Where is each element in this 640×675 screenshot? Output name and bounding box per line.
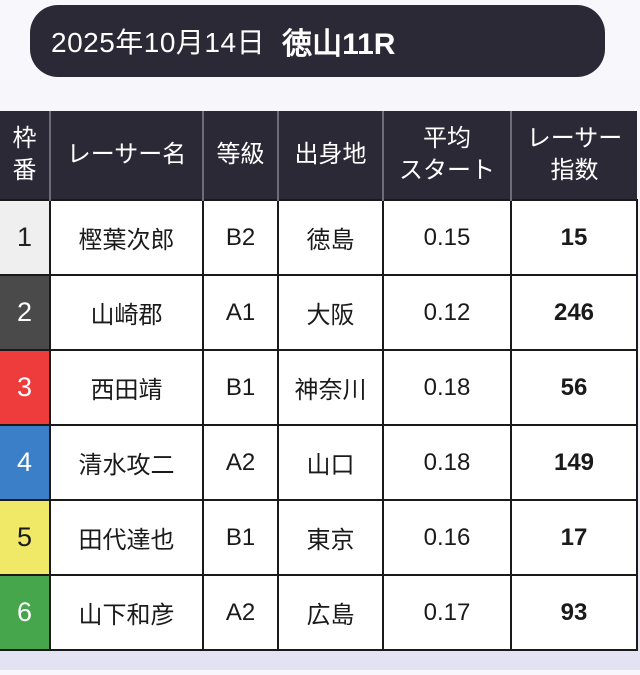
avg-start-cell: 0.16 (382, 499, 512, 576)
table-row: 6 山下和彦 A2 広島 0.17 93 (0, 574, 638, 651)
col-header-racer-index: レーサー 指数 (511, 111, 637, 200)
frame-number-cell: 4 (0, 424, 51, 501)
table-row: 4 清水攻二 A2 山口 0.18 149 (0, 424, 638, 501)
avg-start-cell: 0.18 (382, 349, 512, 426)
origin-cell: 徳島 (277, 199, 384, 276)
col-header-origin: 出身地 (278, 111, 384, 200)
racer-name-cell: 清水攻二 (49, 424, 204, 501)
frame-number-cell: 2 (0, 274, 51, 351)
frame-number-cell: 1 (0, 199, 51, 276)
racer-table-header: 枠 番 レーサー名 等級 出身地 平均 スタート レーサー 指数 (0, 111, 637, 200)
table-row: 1 樫葉次郎 B2 徳島 0.15 15 (0, 199, 638, 276)
avg-start-cell: 0.18 (382, 424, 512, 501)
frame-number-cell: 6 (0, 574, 51, 651)
racer-index-cell: 56 (510, 349, 638, 426)
race-title-banner: 2025年10月14日 徳山11R (30, 5, 605, 77)
origin-cell: 東京 (277, 499, 384, 576)
grade-cell: A2 (202, 574, 279, 651)
col-header-frame-number: 枠 番 (0, 111, 51, 200)
col-header-avg-start: 平均 スタート (383, 111, 512, 200)
racer-name-cell: 山崎郡 (49, 274, 204, 351)
avg-start-cell: 0.12 (382, 274, 512, 351)
table-row: 3 西田靖 B1 神奈川 0.18 56 (0, 349, 638, 426)
racer-index-cell: 149 (510, 424, 638, 501)
racer-name-cell: 西田靖 (49, 349, 204, 426)
racer-name-cell: 樫葉次郎 (49, 199, 204, 276)
frame-number-cell: 5 (0, 499, 51, 576)
frame-number-cell: 3 (0, 349, 51, 426)
header-row: 枠 番 レーサー名 等級 出身地 平均 スタート レーサー 指数 (0, 111, 637, 200)
origin-cell: 神奈川 (277, 349, 384, 426)
grade-cell: A2 (202, 424, 279, 501)
racer-index-cell: 93 (510, 574, 638, 651)
racer-table: 枠 番 レーサー名 等級 出身地 平均 スタート レーサー 指数 1 樫葉次郎 … (0, 111, 638, 651)
table-row: 5 田代達也 B1 東京 0.16 17 (0, 499, 638, 576)
racer-index-cell: 246 (510, 274, 638, 351)
grade-cell: B2 (202, 199, 279, 276)
table-row: 2 山崎郡 A1 大阪 0.12 246 (0, 274, 638, 351)
col-header-grade: 等級 (203, 111, 279, 200)
avg-start-cell: 0.15 (382, 199, 512, 276)
grade-cell: A1 (202, 274, 279, 351)
grade-cell: B1 (202, 349, 279, 426)
racer-index-cell: 17 (510, 499, 638, 576)
racer-name-cell: 山下和彦 (49, 574, 204, 651)
col-header-racer-name: レーサー名 (50, 111, 204, 200)
race-date: 2025年10月14日 (51, 27, 266, 58)
racer-index-cell: 15 (510, 199, 638, 276)
racer-table-body: 1 樫葉次郎 B2 徳島 0.15 15 2 山崎郡 A1 大阪 0.12 24… (0, 199, 638, 651)
origin-cell: 広島 (277, 574, 384, 651)
origin-cell: 山口 (277, 424, 384, 501)
origin-cell: 大阪 (277, 274, 384, 351)
racer-name-cell: 田代達也 (49, 499, 204, 576)
grade-cell: B1 (202, 499, 279, 576)
avg-start-cell: 0.17 (382, 574, 512, 651)
race-name: 徳山11R (282, 28, 396, 61)
